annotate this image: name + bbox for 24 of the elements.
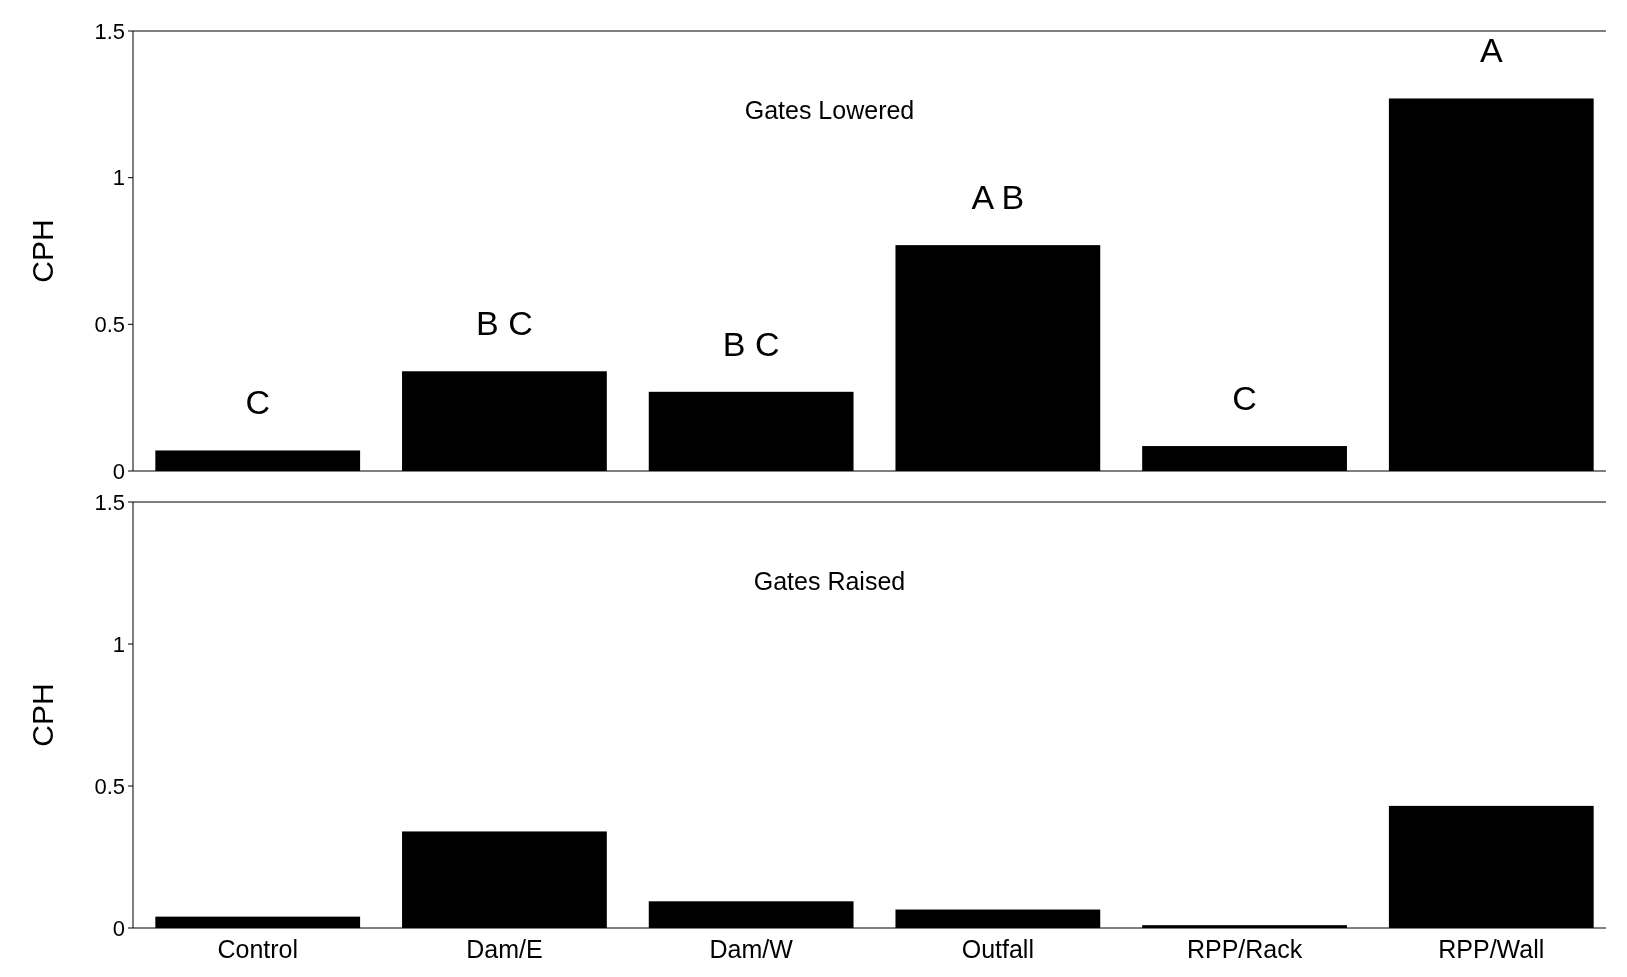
y-axis-title: CPH [26,683,59,747]
annotation: B C [476,304,533,343]
annotation: A B [971,178,1025,217]
y-tick-label: 0 [112,458,125,484]
y-tick-label: 1 [112,165,125,191]
annotation: C [245,383,270,422]
text: Gates Raised [753,567,906,595]
x-tick-label: Dam/E [466,935,543,963]
y-tick-label: 1 [112,631,125,657]
x-tick-label: Dam/W [709,935,794,963]
x-tick-label: Control [217,935,299,963]
annotation: A [1479,31,1503,70]
y-tick-label: 0 [112,915,125,941]
annotation: C [1232,379,1257,418]
annotation: B C [722,324,780,363]
y-tick-label: 1.5 [94,18,125,44]
x-tick-label: Outfall [961,935,1034,963]
y-axis-title: CPH [26,219,59,283]
y-tick-label: 0.5 [94,773,125,799]
x-tick-label: RPP/Rack [1186,935,1303,963]
x-tick-label: RPP/Wall [1438,935,1545,963]
y-tick-label: 0.5 [94,312,125,338]
y-tick-label: 1.5 [94,489,125,515]
text: Gates Lowered [744,96,915,124]
